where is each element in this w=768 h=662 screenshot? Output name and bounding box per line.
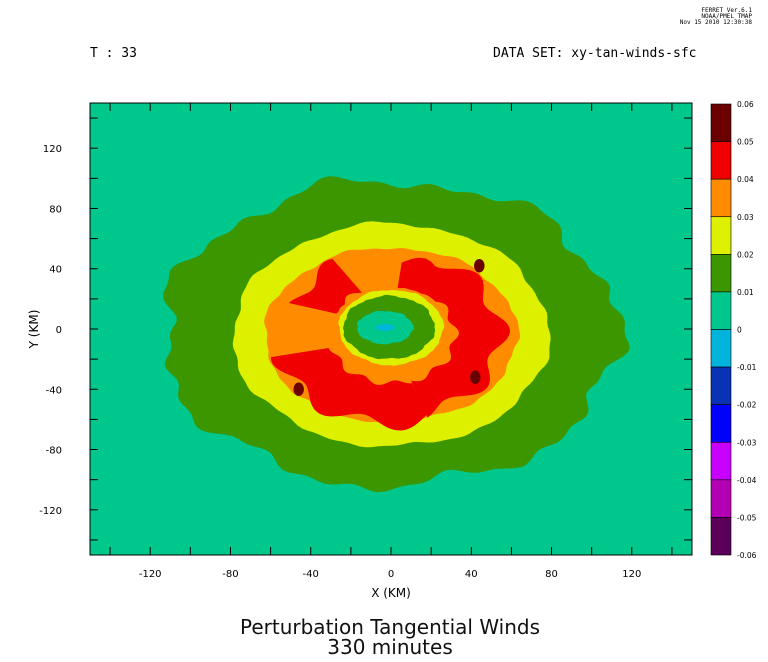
eyewall-region-southwest	[271, 348, 427, 431]
x-tick-label: -40	[303, 569, 319, 580]
colorbar-labels: 0.06 0.05 0.04 0.03 0.02 0.01 0 -0.01 -0.02 -0.03…	[737, 100, 757, 560]
y-tick-label: 120	[43, 144, 62, 155]
y-tick-label: 0	[56, 325, 62, 336]
colorbar-level-label: -0.05	[737, 513, 757, 522]
x-tick-label: 80	[545, 569, 558, 580]
x-axis-label: X (KM)	[371, 586, 411, 600]
colorbar-swatch	[710, 329, 732, 368]
y-tick-label: 80	[49, 204, 62, 215]
colorbar-level-label: -0.03	[737, 438, 757, 447]
colorbar-level-label: -0.06	[737, 551, 757, 560]
chart-title: Perturbation Tangential Winds 330 minute…	[170, 617, 610, 657]
y-axis-label: Y (KM)	[27, 310, 41, 350]
colorbar-swatch	[710, 517, 732, 556]
y-tick-label: -40	[46, 385, 62, 396]
colorbar-swatch	[710, 103, 732, 142]
y-tick-label: -80	[46, 446, 62, 457]
x-tick-labels: -120 -80 -40 0 40 80 120	[139, 569, 641, 580]
colorbar-swatch	[710, 291, 732, 330]
dataset-label: DATA SET: xy-tan-winds-sfc	[493, 46, 697, 61]
axis-ticks	[90, 103, 692, 555]
y-tick-labels: 120 80 40 0 -40 -80 -120	[39, 144, 62, 517]
time-label: T : 33	[90, 46, 137, 61]
colorbar-level-label: 0.06	[737, 100, 754, 109]
colorbar-level-label: 0	[737, 326, 742, 335]
stamp-line: Nov 15 2010 12:30:38	[679, 19, 752, 26]
colorbar-level-label: 0.05	[737, 138, 754, 147]
colorbar-level-label: 0.01	[737, 288, 754, 297]
y-tick-label: -120	[39, 506, 62, 517]
eyewall-region-north	[397, 257, 442, 297]
local-maximum-spot	[470, 370, 481, 384]
title-line-1: Perturbation Tangential Winds	[240, 615, 540, 639]
colorbar-swatch	[710, 366, 732, 405]
colorbar-swatch	[710, 479, 732, 518]
colorbar-swatch	[710, 404, 732, 443]
eyewall-region-northwest	[288, 259, 362, 314]
colorbar	[710, 103, 732, 556]
colorbar-swatch	[710, 441, 732, 481]
colorbar-swatch	[710, 254, 732, 293]
eye-center-region	[375, 324, 395, 331]
x-tick-label: 120	[622, 569, 641, 580]
colorbar-level-label: -0.02	[737, 401, 757, 410]
x-tick-label: 0	[388, 569, 394, 580]
x-tick-label: -80	[222, 569, 238, 580]
colorbar-level-label: 0.02	[737, 250, 754, 259]
colorbar-swatch	[710, 216, 732, 255]
colorbar-level-label: -0.01	[737, 363, 757, 372]
eyewall-region-east	[411, 257, 511, 418]
local-maximum-spot	[474, 258, 485, 273]
y-tick-label: 40	[49, 265, 62, 276]
x-tick-label: 40	[465, 569, 478, 580]
colorbar-level-label: 0.03	[737, 213, 754, 222]
ferret-stamp: FERRET Ver.6.1 NOAA/PMEL TMAP Nov 15 201…	[610, 8, 760, 26]
x-tick-label: -120	[139, 569, 162, 580]
colorbar-swatch	[710, 141, 732, 180]
title-line-2: 330 minutes	[327, 635, 453, 659]
contour-field	[90, 103, 692, 555]
local-maximum-spot	[293, 382, 304, 397]
colorbar-level-label: -0.04	[737, 476, 757, 485]
stamp-line: FERRET Ver.6.1	[701, 7, 752, 14]
colorbar-level-label: 0.04	[737, 175, 754, 184]
colorbar-swatch	[710, 178, 732, 218]
stamp-line: NOAA/PMEL TMAP	[701, 13, 752, 20]
